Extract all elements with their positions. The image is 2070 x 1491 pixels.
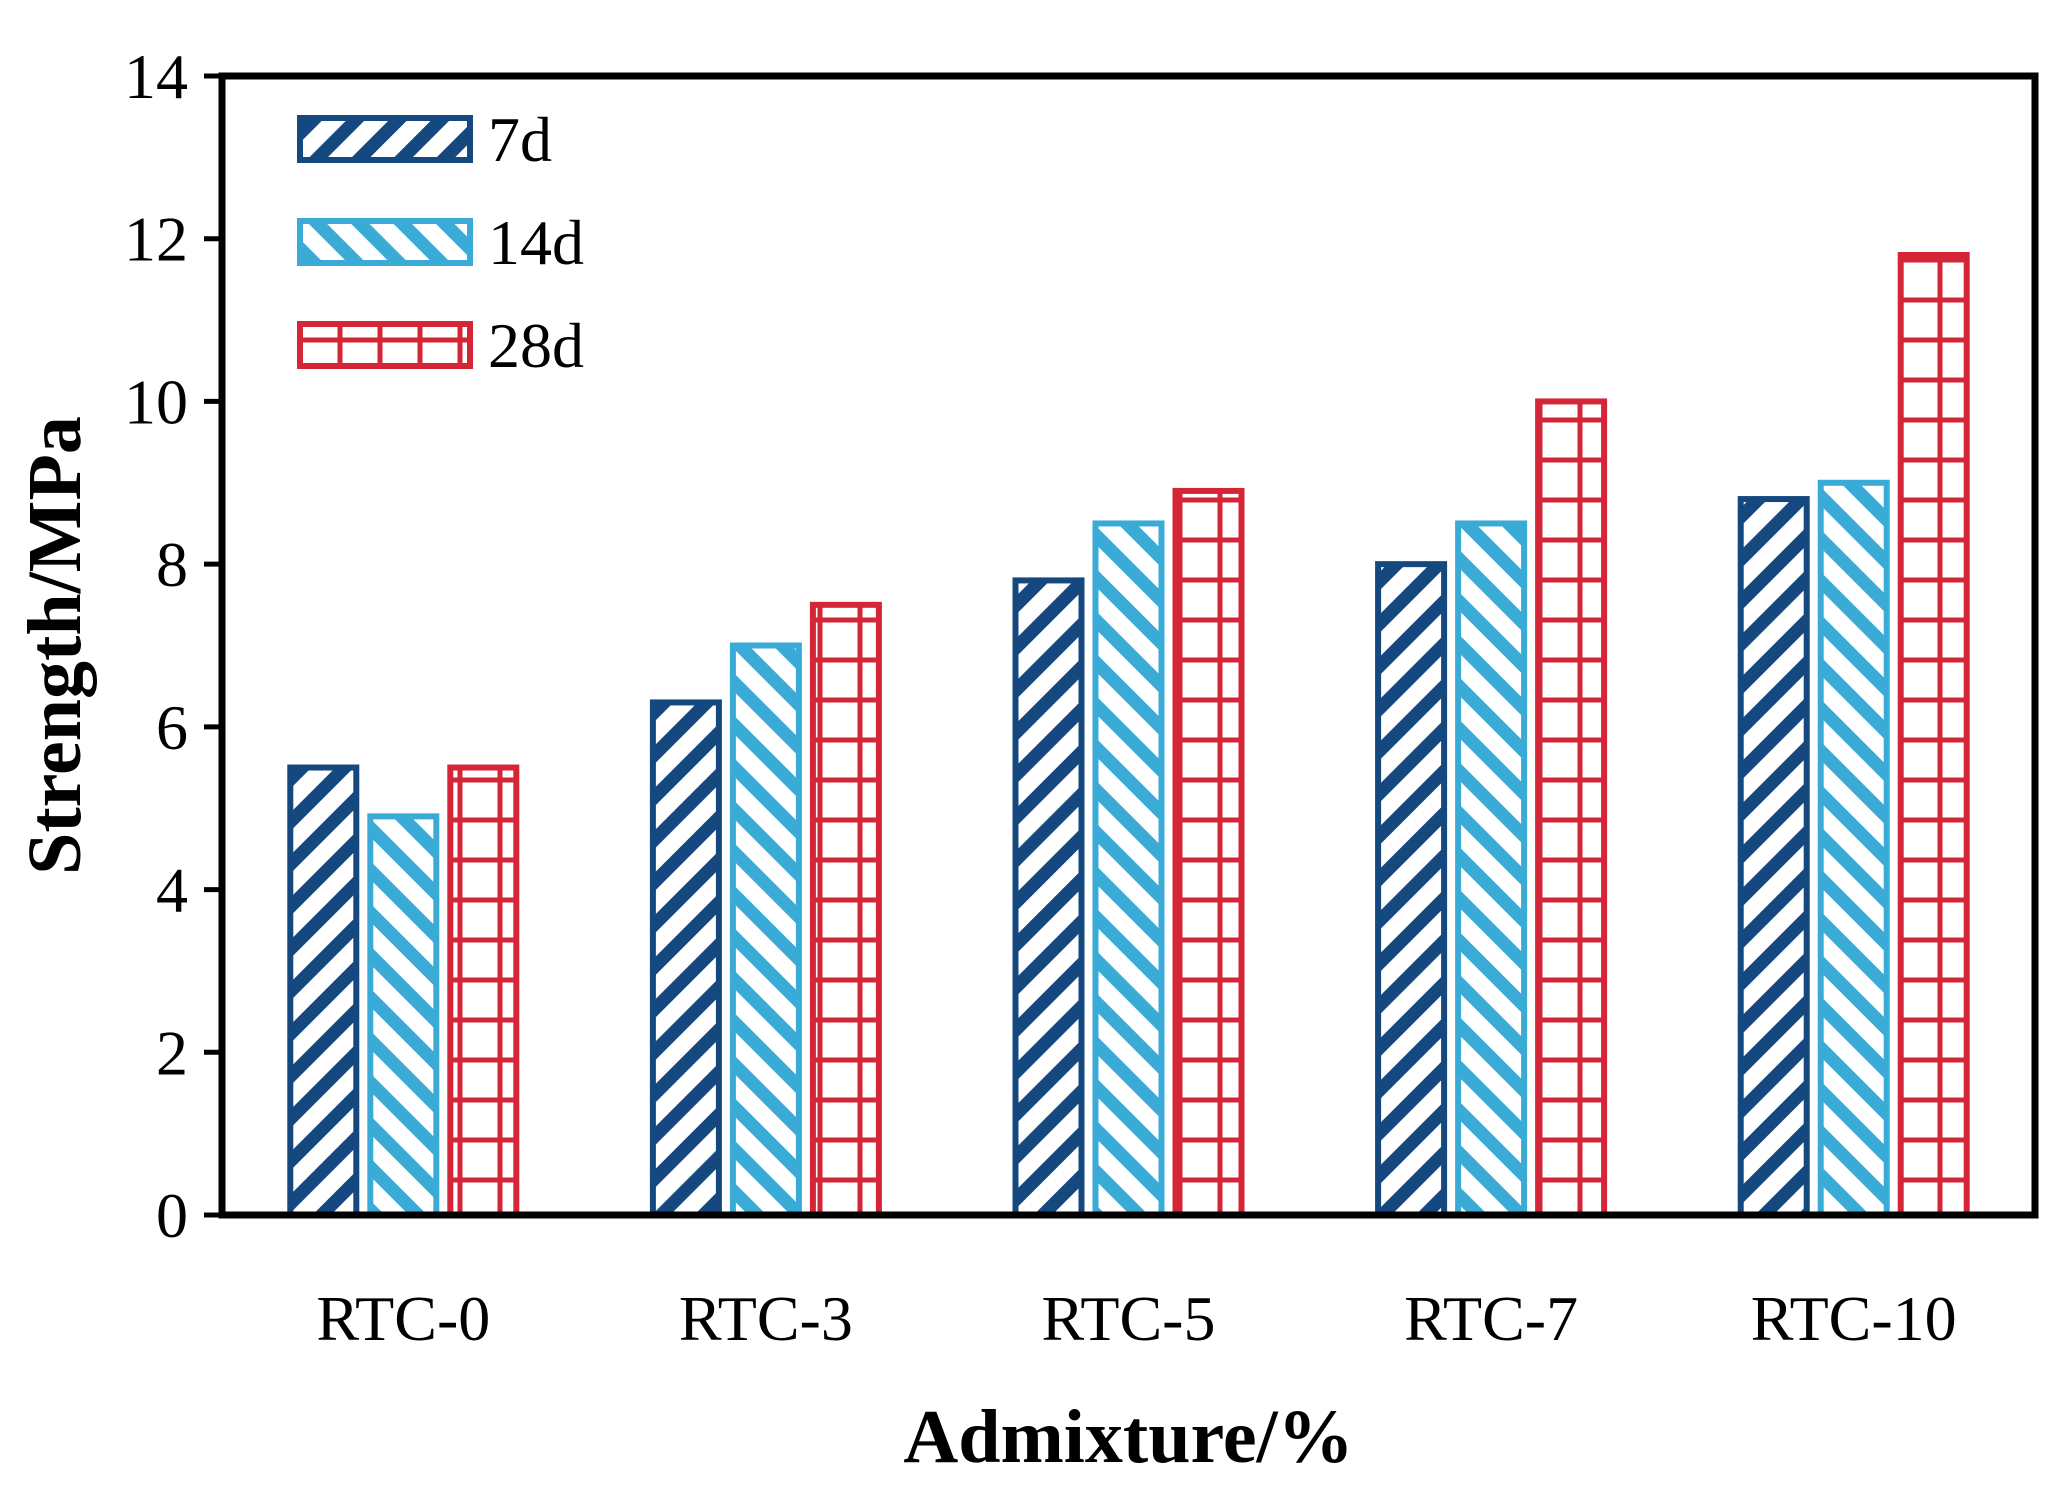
plot-area-frame bbox=[218, 72, 2039, 1219]
legend-label-7d: 7d bbox=[488, 104, 552, 175]
bar-28d-RTC-7 bbox=[1535, 398, 1608, 1218]
bar-7d-RTC-10 bbox=[1737, 496, 1810, 1218]
y-tick-label: 14 bbox=[124, 41, 188, 112]
bar-7d-RTC-7 bbox=[1375, 561, 1448, 1218]
y-tick-label: 8 bbox=[156, 529, 188, 600]
bar-7d-RTC-0 bbox=[287, 764, 360, 1218]
y-axis-ticks: 0 2 4 6 8 10 12 14 bbox=[124, 41, 222, 1251]
bar-28d-RTC-5 bbox=[1172, 487, 1245, 1218]
y-tick-label: 12 bbox=[124, 204, 188, 275]
y-axis-title: Strength/MPa bbox=[13, 416, 97, 875]
legend-swatch-28d bbox=[297, 321, 473, 369]
x-axis-title: Admixture/% bbox=[903, 1395, 1353, 1479]
legend-swatch-14d bbox=[297, 218, 473, 266]
bar-28d-RTC-10 bbox=[1897, 251, 1970, 1218]
bar-28d-RTC-0 bbox=[447, 764, 520, 1218]
x-tick-label: RTC-10 bbox=[1751, 1283, 1957, 1354]
y-tick-label: 10 bbox=[124, 366, 188, 437]
y-tick-label: 6 bbox=[156, 692, 188, 763]
bars-layer bbox=[287, 251, 1970, 1218]
bar-7d-RTC-3 bbox=[649, 699, 722, 1218]
x-tick-label: RTC-5 bbox=[1042, 1283, 1216, 1354]
y-tick-label: 4 bbox=[156, 855, 188, 926]
y-tick-label: 2 bbox=[156, 1017, 188, 1088]
bar-28d-RTC-3 bbox=[809, 601, 882, 1218]
legend-label-28d: 28d bbox=[488, 310, 584, 381]
x-tick-label: RTC-3 bbox=[679, 1283, 853, 1354]
bar-14d-RTC-7 bbox=[1455, 520, 1528, 1218]
legend-label-14d: 14d bbox=[488, 207, 584, 278]
y-tick-label: 0 bbox=[156, 1180, 188, 1251]
x-tick-label: RTC-7 bbox=[1404, 1283, 1578, 1354]
bar-7d-RTC-5 bbox=[1012, 577, 1085, 1218]
bar-14d-RTC-10 bbox=[1817, 479, 1890, 1218]
x-axis-ticks: RTC-0 RTC-3 RTC-5 RTC-7 RTC-10 bbox=[316, 1283, 1956, 1354]
bar-14d-RTC-5 bbox=[1092, 520, 1165, 1218]
bar-14d-RTC-3 bbox=[729, 642, 802, 1218]
bar-14d-RTC-0 bbox=[367, 813, 440, 1218]
legend-swatch-7d bbox=[297, 115, 473, 163]
x-tick-label: RTC-0 bbox=[316, 1283, 490, 1354]
legend: 7d 14d 28d bbox=[297, 104, 584, 381]
